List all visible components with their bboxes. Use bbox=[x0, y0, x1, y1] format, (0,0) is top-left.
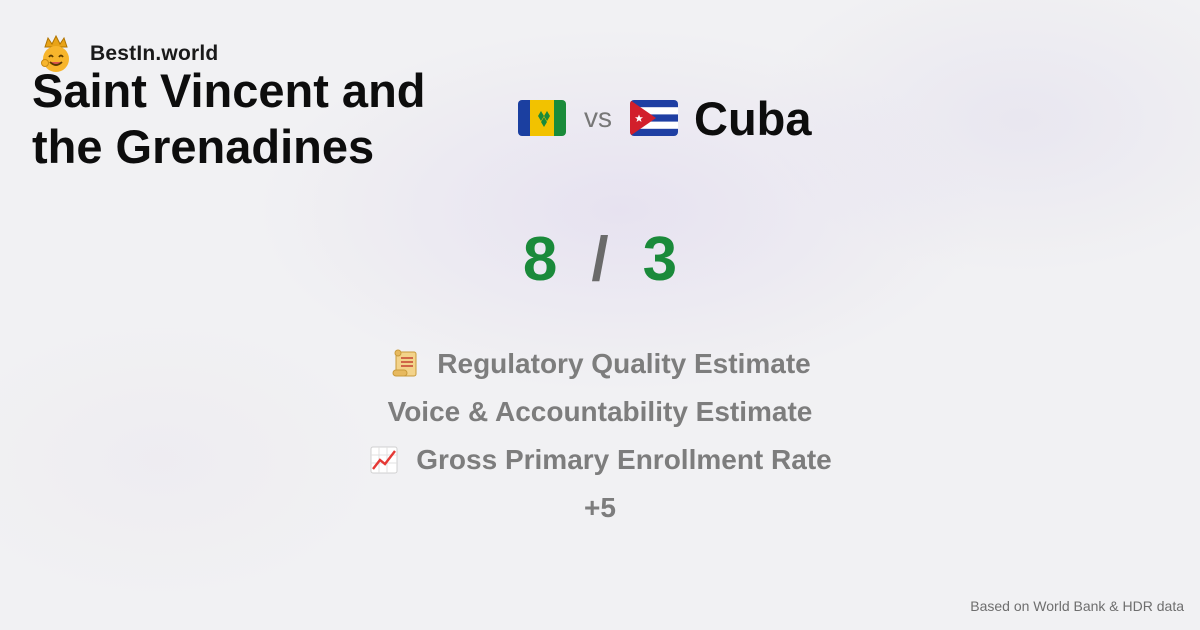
data-source-note: Based on World Bank & HDR data bbox=[970, 598, 1184, 614]
brand-name: BestIn.world bbox=[90, 42, 219, 65]
country-b-name: Cuba bbox=[694, 91, 812, 145]
crowned-smiley-icon bbox=[41, 34, 69, 72]
metric-label: Regulatory Quality Estimate bbox=[437, 348, 811, 379]
chart-increasing-icon bbox=[370, 446, 398, 474]
country-a-name: Saint Vincent and the Grenadines bbox=[32, 64, 426, 173]
metric-label: Gross Primary Enrollment Rate bbox=[416, 444, 832, 475]
saint-vincent-flag-icon bbox=[518, 100, 566, 136]
brand[interactable]: BestIn.world bbox=[36, 34, 218, 74]
cuba-flag-icon bbox=[630, 100, 678, 136]
metric-item: Gross Primary Enrollment Rate bbox=[0, 436, 1200, 484]
metric-label: Voice & Accountability Estimate bbox=[387, 396, 813, 427]
vs-label: vs bbox=[584, 102, 612, 133]
score: 8 / 3 bbox=[0, 222, 1200, 298]
versus-row: vs Cuba bbox=[518, 90, 812, 146]
score-separator: / bbox=[591, 225, 609, 294]
score-b: 3 bbox=[642, 225, 678, 294]
scroll-icon bbox=[392, 349, 417, 377]
metrics-list: Regulatory Quality Estimate Voice & Acco… bbox=[0, 340, 1200, 532]
metric-item: Regulatory Quality Estimate bbox=[0, 340, 1200, 388]
score-a: 8 bbox=[522, 225, 558, 294]
more-count: +5 bbox=[584, 492, 616, 523]
metric-item: Voice & Accountability Estimate bbox=[0, 388, 1200, 436]
